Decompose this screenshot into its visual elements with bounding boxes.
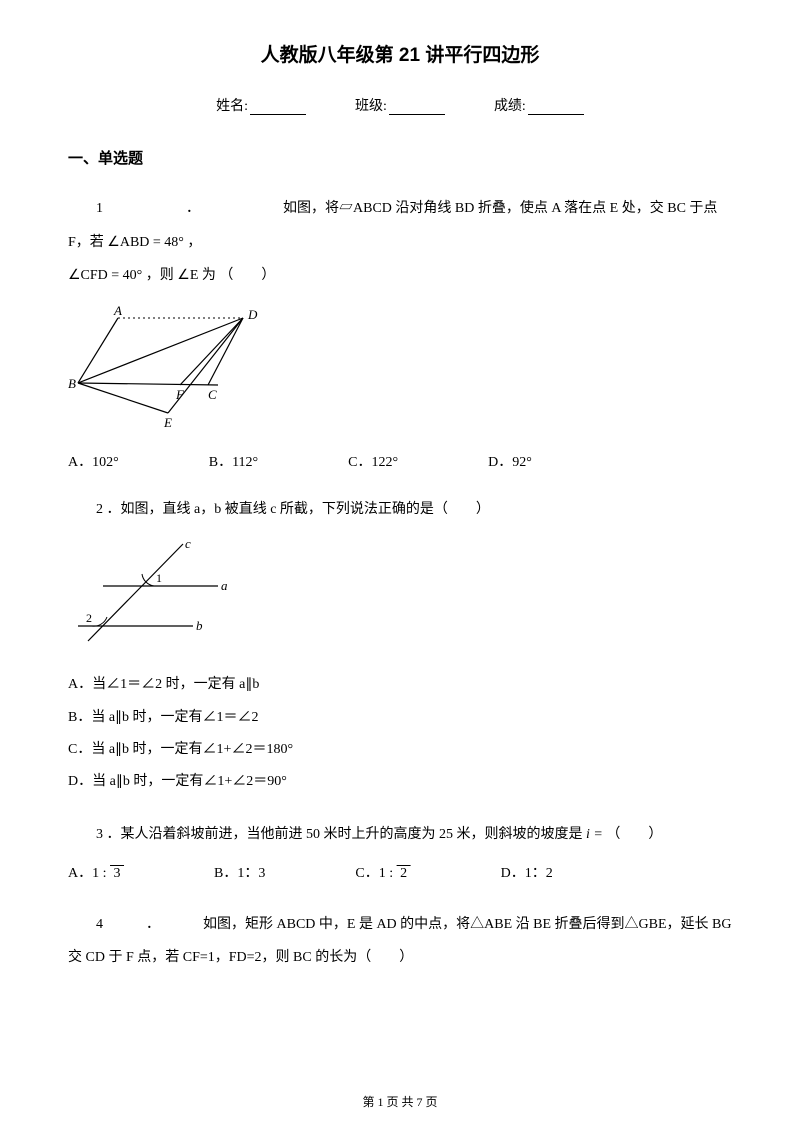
q3-ieq: i = [586, 827, 603, 842]
q1-cfd: ∠CFD = 40° [68, 268, 142, 283]
q2-opt-a: A．当∠1＝∠2 时，一定有 a∥b [68, 669, 732, 701]
svg-text:A: A [113, 303, 122, 318]
score-blank [528, 101, 584, 115]
q3-text-a: 3 ．某人沿着斜坡前进，当他前进 50 米时上升的高度为 25 米，则斜坡的坡度… [96, 827, 583, 842]
q3-opt-a: A．1 : 3 [68, 862, 124, 882]
q3-opt-d: D．1：2 [501, 862, 553, 882]
q1-text-c: ，则 [146, 268, 174, 283]
q1-angleE: ∠E [177, 268, 198, 283]
svg-text:a: a [221, 578, 228, 593]
svg-text:1: 1 [156, 571, 162, 585]
q2-figure: c a b 1 2 [68, 536, 732, 651]
svg-text:C: C [208, 387, 217, 402]
q1-paren: （ ） [219, 268, 275, 283]
question-3: 3 ．某人沿着斜坡前进，当他前进 50 米时上升的高度为 25 米，则斜坡的坡度… [68, 818, 732, 852]
question-1: 1 ． 如图，将▱ABCD 沿对角线 BD 折叠，使点 A 落在点 E 处，交 … [68, 192, 732, 293]
name-blank [250, 101, 306, 115]
page-title: 人教版八年级第 21 讲平行四边形 [68, 40, 732, 67]
svg-text:E: E [163, 415, 172, 430]
q1-opt-a: A．102° [68, 451, 119, 471]
question-2: 2 ．如图，直线 a，b 被直线 c 所截，下列说法正确的是（ ） [68, 493, 732, 527]
name-label: 姓名: [216, 99, 248, 114]
q3-opt-c: C．1 : 2 [355, 862, 410, 882]
q3-options: A．1 : 3 B．1：3 C．1 : 2 D．1：2 [68, 862, 732, 882]
q2-opt-d: D．当 a∥b 时，一定有∠1+∠2＝90° [68, 766, 732, 798]
q1-options: A．102° B．112° C．122° D．92° [68, 451, 732, 471]
q1-text-b: ， [187, 235, 201, 250]
svg-text:2: 2 [86, 611, 92, 625]
class-blank [389, 101, 445, 115]
q4-number: 4 [96, 917, 103, 932]
info-line: 姓名: 班级: 成绩: [68, 95, 732, 115]
page-footer: 第 1 页 共 7 页 [0, 1093, 800, 1110]
svg-text:c: c [185, 536, 191, 551]
q4-dot: ． [146, 917, 160, 932]
q1-figure: A D B F C E [68, 303, 732, 433]
q3-text-b: （ ） [606, 827, 662, 842]
q1-dot: ． [186, 201, 200, 216]
q2-opt-c: C．当 a∥b 时，一定有∠1+∠2＝180° [68, 734, 732, 766]
section-header: 一、单选题 [68, 147, 732, 168]
q1-number: 1 [96, 201, 103, 216]
q3-opt-b: B．1：3 [214, 862, 265, 882]
q2-opt-b: B．当 a∥b 时，一定有∠1＝∠2 [68, 702, 732, 734]
score-label: 成绩: [494, 99, 526, 114]
q2-options: A．当∠1＝∠2 时，一定有 a∥b B．当 a∥b 时，一定有∠1＝∠2 C．… [68, 669, 732, 798]
svg-text:D: D [247, 307, 258, 322]
svg-text:F: F [175, 387, 185, 402]
q1-opt-c: C．122° [348, 451, 398, 471]
svg-text:B: B [68, 376, 76, 391]
q1-abd: ∠ABD = 48° [107, 235, 184, 250]
q1-text-d: 为 [202, 268, 216, 283]
class-label: 班级: [355, 99, 387, 114]
q1-opt-d: D．92° [488, 451, 532, 471]
question-4: 4 ． 如图，矩形 ABCD 中，E 是 AD 的中点，将△ABE 沿 BE 折… [68, 908, 732, 975]
q1-opt-b: B．112° [209, 451, 258, 471]
q4-text: 如图，矩形 ABCD 中，E 是 AD 的中点，将△ABE 沿 BE 折叠后得到… [68, 917, 732, 966]
svg-text:b: b [196, 618, 203, 633]
